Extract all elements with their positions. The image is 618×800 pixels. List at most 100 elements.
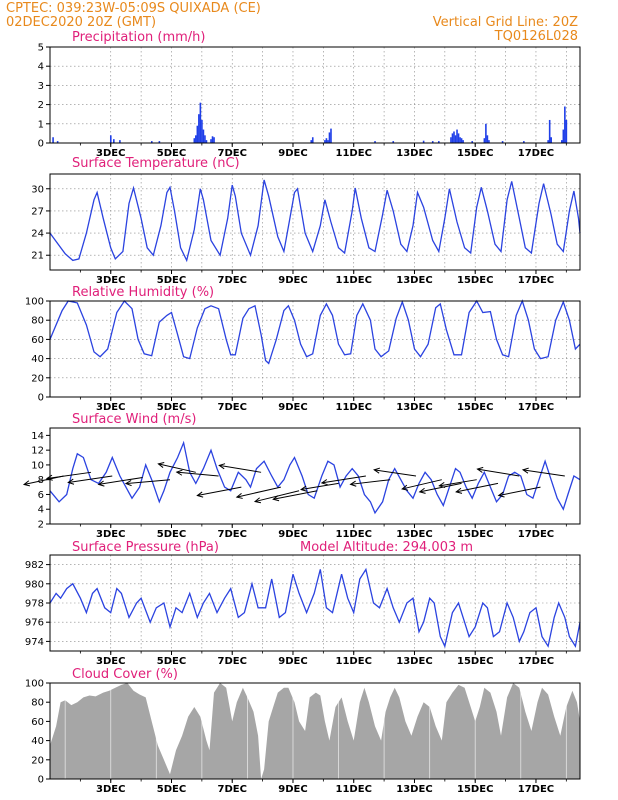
precip-bar	[460, 138, 463, 143]
precip-bar	[459, 137, 461, 143]
precip-bar	[561, 140, 563, 143]
wind-vector-shaft	[273, 490, 318, 500]
header-date: 02DEC2020 20Z (GMT)	[6, 15, 156, 30]
wind-vector	[175, 469, 219, 477]
y-tick-label: 0	[38, 393, 44, 404]
y-tick-label: 2	[38, 100, 44, 111]
y-tick-label: 30	[31, 184, 44, 195]
wind-vector-shaft	[477, 468, 520, 477]
x-tick-label: 11DEC	[336, 402, 372, 413]
wind-vector-head	[235, 492, 243, 499]
x-tick-label: 7DEC	[218, 529, 247, 540]
precip-bar	[501, 141, 504, 143]
precip-bar	[486, 135, 489, 143]
x-tick-label: 17DEC	[518, 784, 554, 795]
precip-bar	[150, 141, 153, 143]
wind-vector-head	[438, 481, 446, 489]
wind-vector	[97, 476, 143, 487]
x-tick-label: 15DEC	[457, 402, 493, 413]
cloud-panel: Cloud Cover (%) 0 20 40 60 80 100 3DEC 5DEC 7DEC 9…	[25, 667, 581, 795]
pressure-series-line	[49, 567, 581, 649]
precip-bar	[158, 141, 161, 143]
y-tick-label: 10	[31, 460, 44, 471]
x-tick-label: 11DEC	[336, 275, 372, 286]
wind-vector	[438, 479, 477, 489]
pressure-annotation: Model Altitude: 294.003 m	[300, 540, 473, 555]
precip-bar	[211, 136, 214, 143]
precip-bar	[202, 129, 205, 143]
precip-bar	[324, 140, 326, 143]
pressure-panel: Surface Pressure (hPa) Model Altitude: 29…	[25, 540, 581, 667]
precip-bar	[451, 133, 454, 143]
y-tick-label: 8	[38, 475, 44, 486]
y-tick-label: 40	[31, 736, 44, 747]
y-tick-label: 100	[25, 297, 44, 308]
wind-vector	[300, 482, 339, 492]
y-tick-label: 60	[31, 335, 44, 346]
wind-vector-head	[218, 463, 226, 470]
x-tick-label: 3DEC	[96, 784, 125, 795]
precip-bar	[550, 137, 552, 143]
wind-vector-head	[401, 484, 409, 491]
wind-panel: Surface Wind (m/s) 2 4 6 8 10 12 14 3DEC 5DEC 7DEC…	[22, 412, 581, 540]
y-tick-label: 40	[31, 354, 44, 365]
precip-bar	[488, 140, 490, 143]
precip-bar	[201, 119, 203, 143]
x-tick-label: 11DEC	[336, 784, 372, 795]
y-tick-label: 976	[25, 618, 44, 629]
x-tick-label: 3DEC	[96, 402, 125, 413]
precip-bar	[311, 137, 314, 143]
wind-vector	[196, 486, 242, 498]
wind-frame	[49, 427, 581, 525]
wind-series-line	[49, 440, 581, 515]
precip-frame	[49, 46, 581, 144]
wind-vector-head	[373, 467, 381, 474]
precip-bar	[205, 140, 208, 143]
x-tick-label: 5DEC	[157, 529, 186, 540]
x-tick-label: 17DEC	[518, 148, 554, 159]
x-tick-label: 7DEC	[218, 402, 247, 413]
wind-vector-shaft	[419, 482, 462, 493]
wind-vector-shaft	[301, 482, 339, 491]
wind-vector	[218, 463, 262, 473]
precip-bar	[199, 102, 202, 143]
wind-vector	[455, 482, 499, 494]
precip-bar	[325, 138, 328, 143]
wind-vector-shaft	[68, 475, 113, 483]
x-tick-label: 13DEC	[396, 656, 432, 667]
precip-bar	[310, 140, 313, 143]
wind-vector-shaft	[176, 471, 219, 477]
wind-vector	[157, 461, 196, 473]
precip-bar	[328, 132, 331, 143]
header-model-code: TQ0126L028	[494, 29, 578, 44]
x-tick-label: 11DEC	[336, 529, 372, 540]
x-tick-label: 3DEC	[96, 529, 125, 540]
x-tick-label: 13DEC	[396, 402, 432, 413]
wind-vector	[272, 490, 318, 502]
wind-vector	[349, 479, 391, 487]
header-station: CPTEC: 039:23W-05:09S QUIXADA (CE)	[6, 1, 261, 16]
y-tick-label: 2	[38, 520, 44, 531]
x-tick-label: 9DEC	[278, 656, 307, 667]
x-tick-label: 7DEC	[218, 148, 247, 159]
precip-bar	[438, 141, 440, 143]
wind-vector-shaft	[402, 479, 442, 490]
x-tick-label: 13DEC	[396, 784, 432, 795]
wind-vector-head	[67, 478, 75, 485]
wind-vector-head	[157, 461, 165, 468]
wind-vector-shaft	[125, 479, 171, 485]
precip-bar	[327, 140, 329, 143]
precip-bar	[483, 138, 486, 143]
wind-vector-head	[349, 480, 357, 487]
y-tick-label: 980	[25, 579, 44, 590]
wind-vector	[320, 475, 366, 486]
precip-bar	[196, 125, 199, 143]
wind-vector-shaft	[321, 475, 366, 484]
x-tick-label: 15DEC	[457, 784, 493, 795]
x-tick-label: 17DEC	[518, 275, 554, 286]
wind-vector-head	[521, 467, 529, 474]
humidity-frame	[49, 300, 581, 398]
precip-bar	[485, 123, 487, 143]
precip-bar	[195, 135, 197, 143]
